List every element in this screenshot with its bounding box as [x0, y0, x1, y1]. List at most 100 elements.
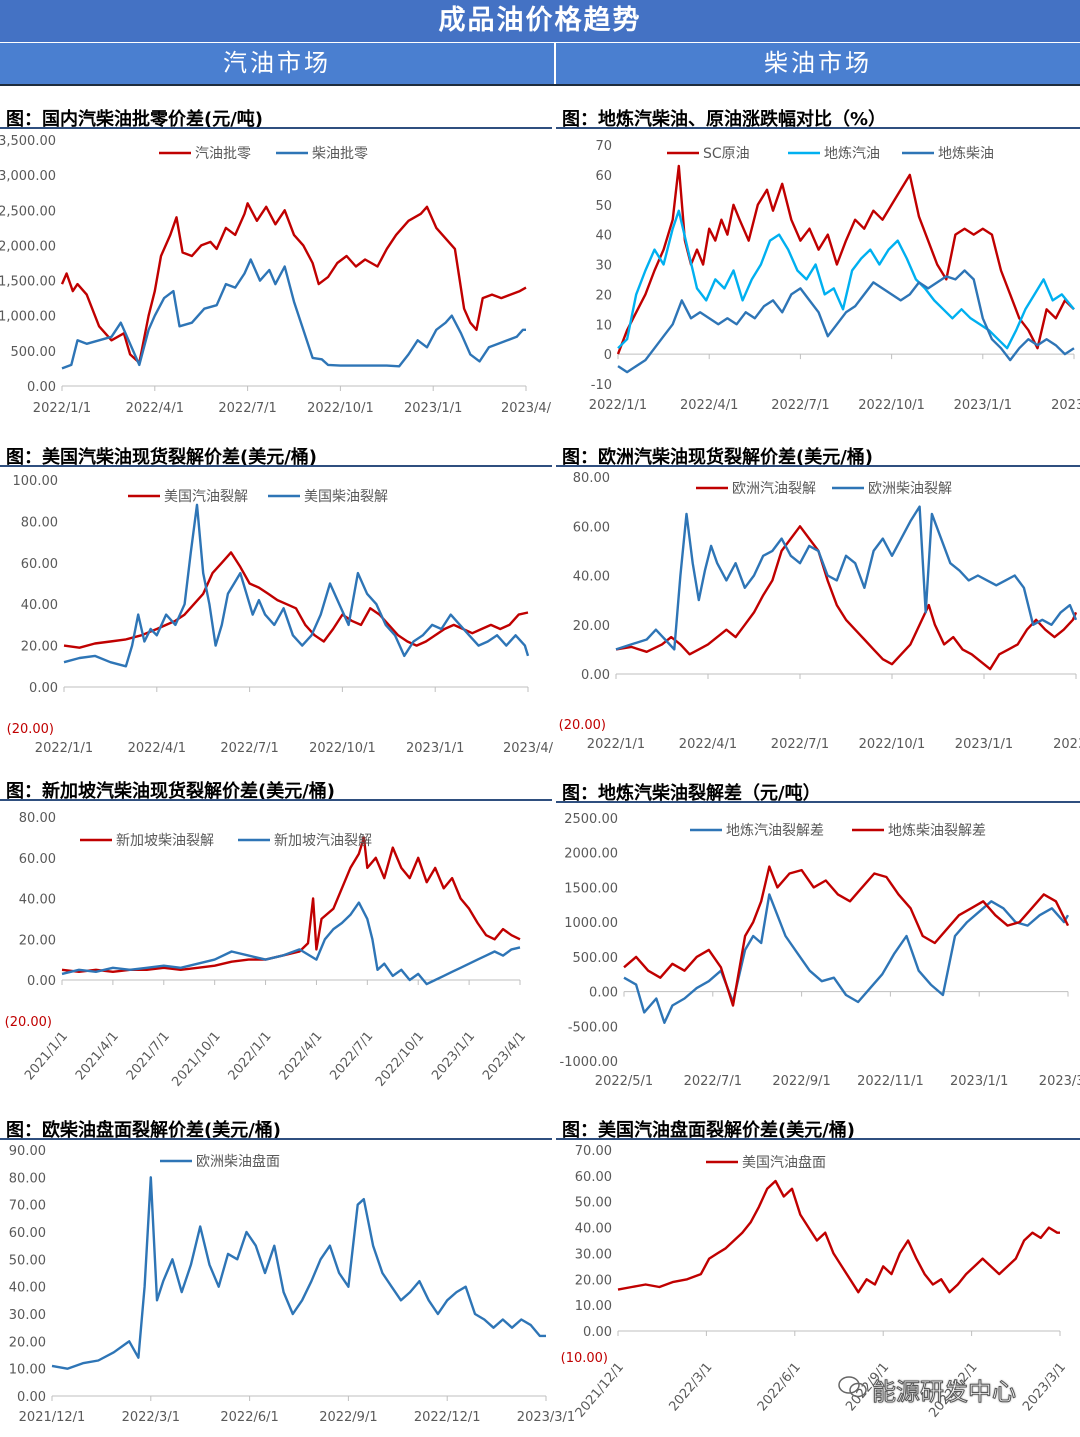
x-tick-label: 2021/10/1 — [169, 1029, 223, 1090]
y-tick-label: 30 — [595, 259, 612, 274]
series-line-2 — [623, 865, 1070, 1007]
legend-label: 美国汽油盘面 — [742, 1154, 826, 1171]
x-tick-label: 2021/12/1 — [19, 1410, 86, 1425]
x-tick-label: 2023/3/1 — [1039, 1074, 1080, 1089]
page-banner: 成品油价格趋势 — [0, 0, 1080, 42]
series-line-1 — [616, 164, 1075, 355]
x-tick-label: 2022/9/1 — [772, 1074, 830, 1089]
diesel-market-header: 柴油市场 — [556, 43, 1080, 84]
x-tick-label: 2022/1/1 — [589, 398, 647, 413]
x-tick-label: 2022/10/1 — [309, 741, 376, 756]
y-tick-label: 2500.00 — [564, 812, 618, 827]
legend-label: 汽油批零 — [195, 146, 251, 162]
x-tick-label: 2022/11/1 — [857, 1074, 924, 1089]
title-rule — [0, 1138, 552, 1140]
x-tick-label: 2022/1/1 — [35, 741, 93, 756]
x-tick-label: 2022/7/1 — [771, 398, 829, 413]
watermark-text: 能源研发中心 — [872, 1378, 1017, 1407]
header-divider — [0, 84, 1080, 86]
x-tick-label: 2021/4/1 — [73, 1029, 122, 1083]
chart-title-local-refinery-crack: 图：地炼汽柴油裂解差（元/吨） — [562, 783, 821, 804]
x-tick-label: 2022/7/1 — [771, 737, 829, 752]
x-tick-label: 2022/7/1 — [220, 741, 278, 756]
y-tick-label-negative: (20.00) — [7, 722, 54, 737]
wechat-icon — [838, 1376, 867, 1398]
chart-title-sg-spot-crack: 图：新加坡汽柴油现货裂解价差(美元/桶) — [6, 781, 336, 802]
chart-title-eu-spot-crack: 图：欧洲汽柴油现货裂解价差(美元/桶) — [562, 447, 874, 468]
x-tick-label: 2023/1/1 — [955, 737, 1013, 752]
x-tick-label: 2022/7/1 — [218, 401, 276, 416]
title-rule — [556, 801, 1080, 803]
legend-label: 欧洲柴油盘面 — [196, 1153, 280, 1170]
title-rule — [556, 127, 1080, 129]
y-tick-label: 0.00 — [17, 1390, 46, 1405]
x-tick-label: 2022/10/1 — [307, 401, 374, 416]
y-tick-label: 70.00 — [9, 1199, 46, 1214]
y-tick-label: 20.00 — [21, 640, 58, 655]
x-tick-label: 2023/4/ — [503, 741, 554, 756]
x-tick-label: 2022/10/1 — [858, 398, 925, 413]
series-line-2 — [615, 505, 1078, 651]
y-tick-label: 60.00 — [21, 557, 58, 572]
x-tick-label: 2022/9/1 — [319, 1410, 377, 1425]
y-tick-label-negative: (20.00) — [559, 718, 606, 733]
series-line-2 — [63, 503, 530, 668]
y-tick-label: 40 — [595, 229, 612, 244]
y-tick-label: 60 — [595, 169, 612, 184]
y-tick-label: 2000.00 — [564, 847, 618, 862]
y-tick-label: 30.00 — [9, 1308, 46, 1323]
chart-title-local-refinery-change: 图：地炼汽柴油、原油涨跌幅对比（%） — [562, 109, 887, 130]
y-tick-label: 80.00 — [9, 1171, 46, 1186]
y-tick-label: 0.00 — [581, 668, 610, 683]
chart-local-refinery-crack: 2500.00 2000.00 1500.00 1000.00 500.00 0.00 -5… — [560, 812, 1080, 1089]
y-tick-label: 20.00 — [573, 619, 610, 634]
legend-label: 新加坡汽油裂解 — [274, 833, 372, 849]
chart-us-spot-crack: 100.00 80.00 60.00 40.00 20.00 0.00 (20.00) 202… — [7, 474, 554, 756]
y-tick-label: 40.00 — [575, 1222, 612, 1237]
x-tick-label: 2022/4/1 — [276, 1029, 325, 1083]
x-tick-label: 2022/6/1 — [220, 1410, 278, 1425]
legend-label: SC原油 — [703, 146, 750, 162]
chart-us-gasoline-futures: 70.00 60.00 50.00 40.00 30.00 20.00 10.00 0.00 (… — [561, 1144, 1069, 1421]
x-tick-label: 2023/1/1 — [954, 398, 1012, 413]
y-tick-label: 0.00 — [27, 380, 56, 395]
y-tick-label: 60.00 — [573, 520, 610, 535]
y-tick-label: 1,000.00 — [0, 310, 56, 325]
y-tick-label: 30.00 — [575, 1247, 612, 1262]
y-tick-label: 40.00 — [9, 1281, 46, 1296]
y-tick-label-negative: (20.00) — [5, 1015, 52, 1030]
y-tick-label: 20.00 — [19, 933, 56, 948]
series-line-2 — [61, 258, 526, 370]
x-tick-label: 2021/1/1 — [22, 1029, 71, 1083]
y-tick-label: 60.00 — [9, 1226, 46, 1241]
y-tick-label: -500.00 — [568, 1020, 618, 1035]
y-tick-label: 10 — [595, 318, 612, 333]
x-tick-label: 2023/1/1 — [406, 741, 464, 756]
chart-local-refinery-change: 70 60 50 40 30 20 10 0 -10 2022/1/1 2022/4/1 2022/7… — [589, 139, 1080, 413]
series-line-1 — [623, 893, 1070, 1025]
y-tick-label: 0.00 — [589, 986, 618, 1001]
y-tick-label: 80.00 — [19, 811, 56, 826]
chart-eu-diesel-futures: 90.00 80.00 70.00 60.00 50.00 40.00 30.00 20.00… — [9, 1144, 575, 1425]
x-tick-label: 2023/4 — [1051, 398, 1080, 413]
legend-label: 新加坡柴油裂解 — [116, 833, 214, 849]
x-tick-label: 2022/4/1 — [128, 741, 186, 756]
legend-label: 美国汽油裂解 — [164, 489, 248, 505]
y-tick-label: 100.00 — [13, 474, 59, 489]
x-tick-label: 2022/1/1 — [33, 401, 91, 416]
y-tick-label: 20.00 — [575, 1273, 612, 1288]
x-tick-label: 2022/5/1 — [595, 1074, 653, 1089]
y-tick-label: 90.00 — [9, 1144, 46, 1159]
legend-label: 地炼汽油 — [824, 146, 880, 162]
x-tick-label: 2022/3/1 — [122, 1410, 180, 1425]
legend-label: 地炼汽油裂解差 — [726, 823, 824, 839]
x-tick-label: 2022/1/1 — [226, 1029, 275, 1083]
x-tick-label: 2022/7/1 — [684, 1074, 742, 1089]
title-rule — [556, 1138, 1080, 1140]
y-tick-label: 2,500.00 — [0, 204, 56, 219]
x-tick-label: 2022/10/1 — [373, 1029, 427, 1090]
series-line-1 — [617, 1179, 1060, 1294]
series-line-1 — [61, 836, 521, 974]
chart-title-domestic-spread: 图：国内汽柴油批零价差(元/吨) — [6, 109, 264, 130]
